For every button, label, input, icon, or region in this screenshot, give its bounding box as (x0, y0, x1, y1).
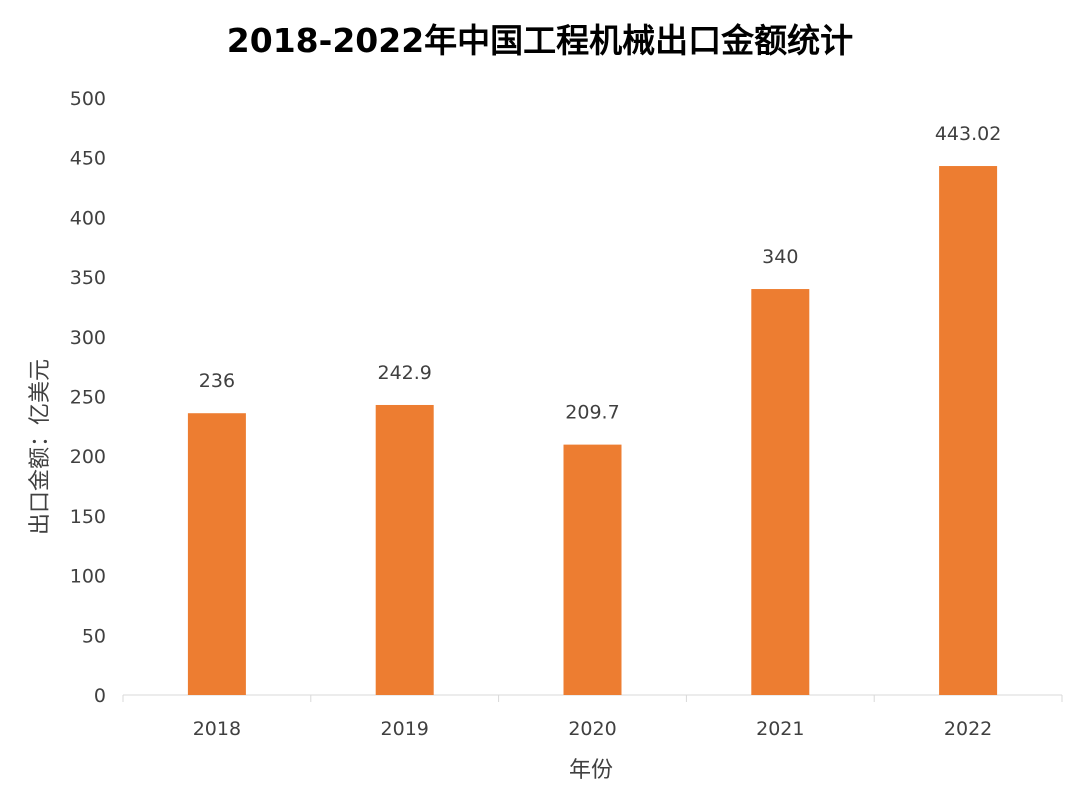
x-tick-label: 2021 (756, 718, 804, 740)
y-tick-label: 0 (94, 685, 106, 707)
y-tick-label: 450 (70, 148, 106, 170)
data-label: 242.9 (377, 362, 431, 384)
data-label: 340 (762, 246, 798, 268)
x-tick-label: 2019 (381, 718, 429, 740)
bar-2018 (187, 413, 246, 695)
data-labels: 236 242.9 209.7 340 443.02 (199, 123, 1002, 424)
y-tick-label: 250 (70, 387, 106, 409)
y-tick-label: 100 (70, 566, 106, 588)
x-axis-title: 年份 (569, 758, 613, 783)
x-axis-tick-marks (122, 695, 1063, 702)
bar-2019 (375, 404, 434, 695)
y-axis-ticks: 0 50 100 150 200 250 300 350 400 450 500 (70, 88, 106, 707)
y-tick-label: 400 (70, 207, 106, 229)
y-tick-label: 500 (70, 88, 106, 110)
chart-title: 2018-2022年中国工程机械出口金额统计 (227, 21, 853, 60)
bar-2021 (751, 289, 810, 695)
x-tick-label: 2018 (193, 718, 241, 740)
bar-2020 (563, 444, 622, 695)
x-tick-label: 2020 (568, 718, 616, 740)
x-tick-label: 2022 (944, 718, 992, 740)
y-tick-label: 50 (82, 625, 106, 647)
x-axis-ticks: 2018 2019 2020 2021 2022 (193, 718, 993, 740)
y-tick-label: 150 (70, 506, 106, 528)
bars (187, 166, 998, 695)
data-label: 443.02 (935, 123, 1001, 145)
y-tick-label: 200 (70, 446, 106, 468)
data-label: 236 (199, 370, 235, 392)
y-axis-title: 出口金额：亿美元 (28, 359, 53, 535)
y-tick-label: 350 (70, 267, 106, 289)
y-tick-label: 300 (70, 327, 106, 349)
data-label: 209.7 (565, 402, 619, 424)
bar-2022 (939, 166, 998, 695)
